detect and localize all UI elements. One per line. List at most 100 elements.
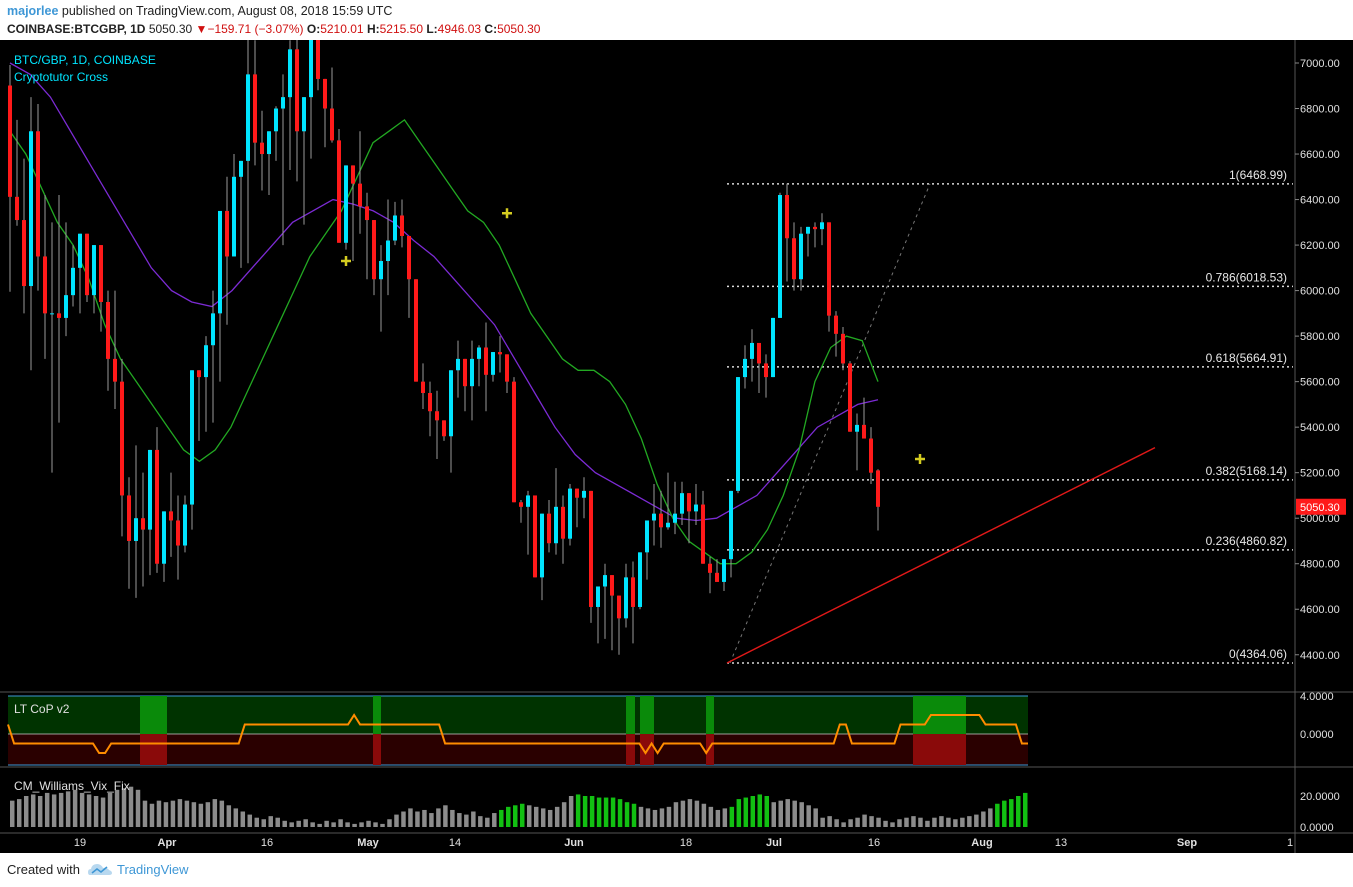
y-tick-label: 7000.00	[1300, 58, 1340, 70]
vix-bar	[792, 800, 797, 827]
vix-bar	[1009, 799, 1014, 827]
vix-bar	[918, 817, 923, 827]
candle-up-body	[162, 511, 166, 564]
vix-bar	[10, 800, 15, 827]
vix-bar	[79, 792, 85, 827]
vix-bar	[114, 789, 120, 827]
cop-signal-band	[626, 696, 635, 734]
candle-up-body	[778, 195, 782, 318]
vix-bar	[757, 794, 763, 827]
down-arrow-icon: ▼	[195, 22, 208, 36]
fib-level-label: 0.236(4860.82)	[1206, 534, 1287, 548]
vix-bar	[254, 817, 260, 827]
candle-up-body	[309, 40, 313, 98]
cop-signal-band	[626, 734, 635, 765]
candle-up-body	[750, 342, 754, 359]
vix-bar	[561, 802, 567, 827]
candle-down-body	[848, 363, 852, 432]
vix-bar	[547, 809, 553, 827]
vix-bar	[967, 816, 972, 827]
candle-up-body	[190, 370, 194, 505]
candle-down-body	[631, 577, 635, 607]
vix-bar	[708, 806, 714, 827]
candle-down-body	[85, 233, 89, 296]
vix-bar	[331, 822, 336, 827]
fib-level-label: 0.786(6018.53)	[1206, 270, 1287, 284]
vix-bar	[247, 814, 253, 827]
candle-up-body	[736, 377, 740, 491]
author-link[interactable]: majorlee	[7, 4, 59, 18]
candle-down-body	[407, 235, 411, 280]
candle-up-body	[568, 488, 572, 539]
candle-down-body	[617, 595, 621, 619]
chart-canvas[interactable]: 1(6468.99) 0.786(6018.53) 0.618(5664.91) 0.…	[0, 40, 1353, 853]
vix-bar	[366, 820, 371, 827]
symbol-line: COINBASE:BTCGBP, 1D 5050.30 ▼−159.71 (−3…	[7, 22, 540, 36]
x-tick-label: 19	[74, 837, 86, 849]
tradingview-link[interactable]: TradingView	[117, 862, 189, 877]
y-tick-label: 5200.00	[1300, 468, 1340, 480]
candle-up-body	[652, 513, 656, 521]
candle-up-body	[673, 513, 677, 523]
candle-up-body	[393, 215, 397, 241]
vix-bar	[841, 822, 846, 827]
candle-down-body	[561, 506, 565, 539]
candle-down-body	[113, 358, 117, 382]
candle-down-body	[498, 352, 502, 355]
vix-bar	[506, 806, 511, 827]
candle-down-body	[120, 381, 124, 496]
candle-up-body	[281, 97, 285, 109]
vix-bar	[86, 794, 92, 827]
cop-signal-band	[706, 696, 714, 734]
cop-signal-band	[913, 734, 966, 765]
y-tick-label: 4400.00	[1300, 650, 1340, 662]
y-tick-label: 5000.00	[1300, 513, 1340, 525]
vix-bar	[65, 791, 71, 827]
candle-up-body	[449, 370, 453, 437]
candle-down-body	[176, 520, 180, 546]
low-value: 4946.03	[437, 22, 482, 36]
candle-up-body	[71, 267, 75, 296]
candle-down-body	[813, 226, 817, 230]
vix-bar	[603, 797, 609, 827]
vix-bar	[575, 794, 581, 827]
vix-bar	[771, 802, 776, 827]
vix-bar	[513, 805, 518, 827]
vix-bar	[806, 805, 811, 827]
vix-bar	[142, 800, 148, 827]
vix-bar	[778, 800, 783, 827]
fib-level-label: 0.618(5664.91)	[1206, 351, 1287, 365]
x-tick-label: May	[357, 837, 379, 849]
candle-down-body	[547, 513, 551, 544]
y-tick-label: 6200.00	[1300, 240, 1340, 252]
candle-down-body	[687, 493, 691, 512]
vix-bar	[869, 816, 874, 827]
open-value: 5210.01	[320, 22, 364, 36]
fib-level-label: 0(4364.06)	[1229, 647, 1287, 661]
candle-up-body	[456, 358, 460, 371]
vix-bar	[268, 816, 273, 827]
candle-up-body	[582, 490, 586, 498]
candle-up-body	[638, 552, 642, 607]
vix-bar	[939, 816, 944, 827]
vix-bar	[876, 817, 881, 827]
y-tick-label: 6000.00	[1300, 286, 1340, 298]
vix-pane-title: CM_Williams_Vix_Fix	[14, 779, 130, 793]
cop-signal-band	[140, 734, 167, 765]
support-trendline	[726, 447, 1156, 664]
fib-trend-diagonal	[729, 183, 931, 664]
vix-bar	[974, 814, 979, 827]
vix-bar	[443, 805, 448, 827]
last-price-tag	[1296, 498, 1346, 515]
cop-signal-band	[706, 734, 714, 765]
candle-down-body	[659, 513, 663, 528]
vix-bar	[450, 809, 455, 827]
candle-up-body	[344, 165, 348, 243]
publish-line: majorlee published on TradingView.com, A…	[7, 4, 392, 18]
vix-bar	[359, 822, 364, 827]
candle-down-body	[869, 438, 873, 473]
x-tick-label: 14	[449, 837, 461, 849]
cop-pane-title: LT CoP v2	[14, 702, 70, 716]
candle-down-body	[414, 279, 418, 382]
candle-down-body	[351, 165, 355, 184]
